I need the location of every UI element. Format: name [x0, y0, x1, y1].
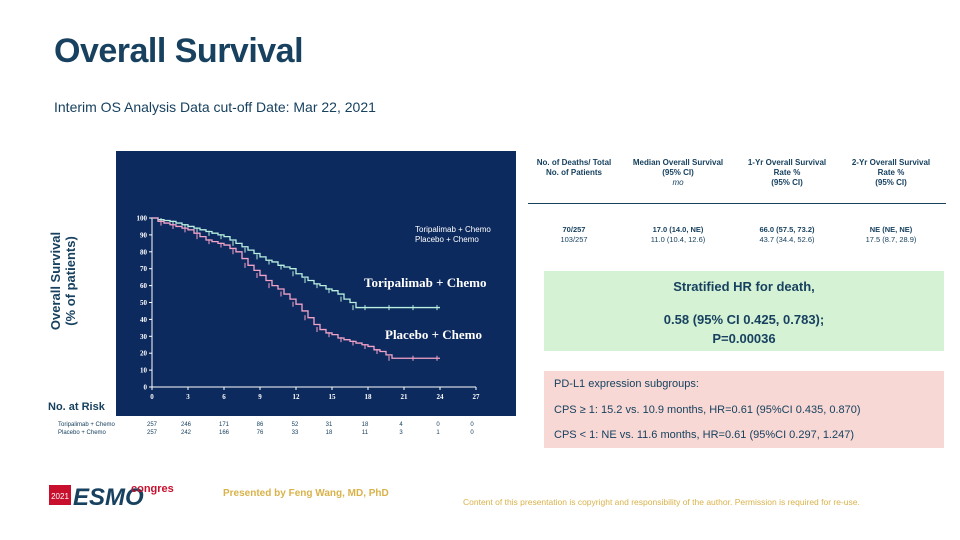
page-subtitle: Interim OS Analysis Data cut-off Date: M… — [54, 99, 376, 115]
table-header-line: mo — [672, 178, 684, 187]
risk-count: 257 — [146, 430, 157, 436]
risk-count: 3 — [399, 430, 403, 436]
legend-entry-0: Toripalimab + Chemo — [415, 225, 491, 234]
y-axis-label: Overall Survival (% of patients) — [48, 216, 78, 346]
table-header-line: (95% CI) — [771, 178, 803, 187]
risk-count: 33 — [291, 430, 299, 436]
risk-row-label: Placebo + Chemo — [58, 430, 106, 436]
x-tick-label: 21 — [401, 393, 409, 401]
table-header-line: No. of Patients — [545, 168, 602, 177]
series-annotation-1: Placebo + Chemo — [385, 327, 482, 342]
table-cell: 17.0 (14.0, NE) — [652, 225, 704, 234]
x-tick-label: 9 — [258, 393, 262, 401]
table-header-cell: Median Overall Survival (95% CI) mo — [623, 158, 733, 188]
pdl1-title: PD-L1 expression subgroups: — [554, 378, 699, 390]
risk-count: 31 — [325, 422, 333, 428]
risk-count: 18 — [325, 430, 333, 436]
table-header-cell: 2-Yr Overall Survival Rate % (95% CI) — [839, 158, 943, 188]
pdl1-line1: CPS ≥ 1: 15.2 vs. 10.9 months, HR=0.61 (… — [554, 404, 861, 416]
table-header-cell: No. of Deaths/ Total No. of Patients — [524, 158, 624, 178]
risk-count: 0 — [436, 422, 440, 428]
x-tick-label: 12 — [293, 393, 301, 401]
x-tick-label: 15 — [329, 393, 337, 401]
risk-count: 18 — [361, 422, 369, 428]
risk-count: 246 — [180, 422, 191, 428]
risk-count: 257 — [146, 422, 157, 428]
presenter-credit: Presented by Feng Wang, MD, PhD — [223, 488, 389, 499]
risk-row-label: Toripalimab + Chemo — [58, 422, 115, 428]
risk-table-title: No. at Risk — [48, 401, 105, 413]
esmo-congress-logo: 2021 ESMO congress — [49, 483, 174, 508]
risk-count: 4 — [399, 422, 403, 428]
table-divider — [528, 203, 946, 204]
table-header-line: No. of Deaths/ Total — [536, 158, 612, 167]
hr-line1: Stratified HR for death, — [673, 279, 815, 294]
risk-count: 52 — [291, 422, 299, 428]
y-tick-label: 70 — [140, 265, 148, 273]
y-tick-label: 0 — [144, 384, 148, 392]
risk-count: 171 — [218, 422, 229, 428]
x-tick-label: 18 — [365, 393, 373, 401]
pdl1-box: PD-L1 expression subgroups: CPS ≥ 1: 15.… — [544, 371, 944, 448]
table-header-line: Median Overall Survival — [632, 158, 724, 167]
table-header-line: 1-Yr Overall Survival — [747, 158, 827, 167]
km-chart: 0 3 6 9 12 15 18 21 24 27 0 10 20 30 40 50 60 70 80 90 100 T… — [116, 151, 516, 416]
chart-annotations: Toripalimab + Chemo Placebo + Chemo — [364, 275, 487, 342]
pdl1-line2: CPS < 1: NE vs. 11.6 months, HR=0.61 (95… — [554, 429, 855, 441]
table-cell: 43.7 (34.4, 52.6) — [759, 235, 815, 244]
risk-count: 86 — [256, 422, 264, 428]
y-tick-label: 80 — [140, 248, 148, 256]
y-tick-label: 10 — [140, 367, 148, 375]
x-tick-label: 6 — [222, 393, 226, 401]
y-tick-label: 90 — [140, 231, 148, 239]
table-header-cell: 1-Yr Overall Survival Rate % (95% CI) — [737, 158, 837, 188]
y-tick-label: 40 — [140, 316, 148, 324]
hr-line3: P=0.00036 — [712, 331, 776, 346]
chart-axes: 0 3 6 9 12 15 18 21 24 27 0 10 20 30 40 50 60 70 80 90 100 — [137, 215, 481, 402]
y-axis-label-line1: Overall Survival — [48, 231, 63, 331]
table-cell: 70/257 — [562, 225, 586, 234]
table-cell: 66.0 (57.5, 73.2) — [759, 225, 815, 234]
table-header-line: (95% CI) — [662, 168, 694, 177]
series-annotation-0: Toripalimab + Chemo — [364, 275, 487, 290]
y-tick-label: 20 — [140, 350, 148, 358]
logo-year: 2021 — [51, 492, 69, 501]
risk-count: 0 — [470, 422, 474, 428]
table-header-line: (95% CI) — [875, 178, 907, 187]
x-tick-label: 27 — [473, 393, 481, 401]
logo-text: ESMO — [73, 484, 144, 508]
chart-series — [152, 217, 440, 361]
table-cell: NE (NE, NE) — [869, 225, 913, 234]
x-tick-label: 0 — [150, 393, 154, 401]
risk-count: 166 — [218, 430, 229, 436]
table-cell: 103/257 — [560, 235, 588, 244]
risk-count: 1 — [436, 430, 440, 436]
y-tick-label: 60 — [140, 282, 148, 290]
y-tick-label: 100 — [137, 215, 148, 223]
y-tick-label: 30 — [140, 333, 148, 341]
table-header-line: 2-Yr Overall Survival — [851, 158, 931, 167]
risk-count: 76 — [256, 430, 264, 436]
series-line-1 — [152, 217, 440, 359]
logo-suffix: congress — [131, 483, 174, 495]
risk-count: 11 — [361, 430, 369, 436]
page-title: Overall Survival — [54, 32, 304, 70]
copyright-notice: Content of this presentation is copyrigh… — [463, 497, 860, 507]
table-header-line: Rate % — [773, 168, 801, 177]
hr-line2: 0.58 (95% CI 0.425, 0.783); — [663, 312, 825, 327]
x-tick-label: 24 — [437, 393, 445, 401]
risk-count: 0 — [470, 430, 474, 436]
series-line-0 — [152, 217, 440, 309]
y-axis-label-line2: (% of patients) — [63, 236, 78, 326]
legend-entry-1: Placebo + Chemo — [415, 235, 479, 244]
table-cell: 11.0 (10.4, 12.6) — [650, 235, 706, 244]
y-tick-label: 50 — [140, 299, 148, 307]
risk-count: 242 — [180, 430, 191, 436]
table-header-line: Rate % — [877, 168, 905, 177]
x-tick-label: 3 — [186, 393, 190, 401]
table-cell: 17.5 (8.7, 28.9) — [865, 235, 917, 244]
hr-box: Stratified HR for death, 0.58 (95% CI 0.… — [544, 271, 944, 351]
